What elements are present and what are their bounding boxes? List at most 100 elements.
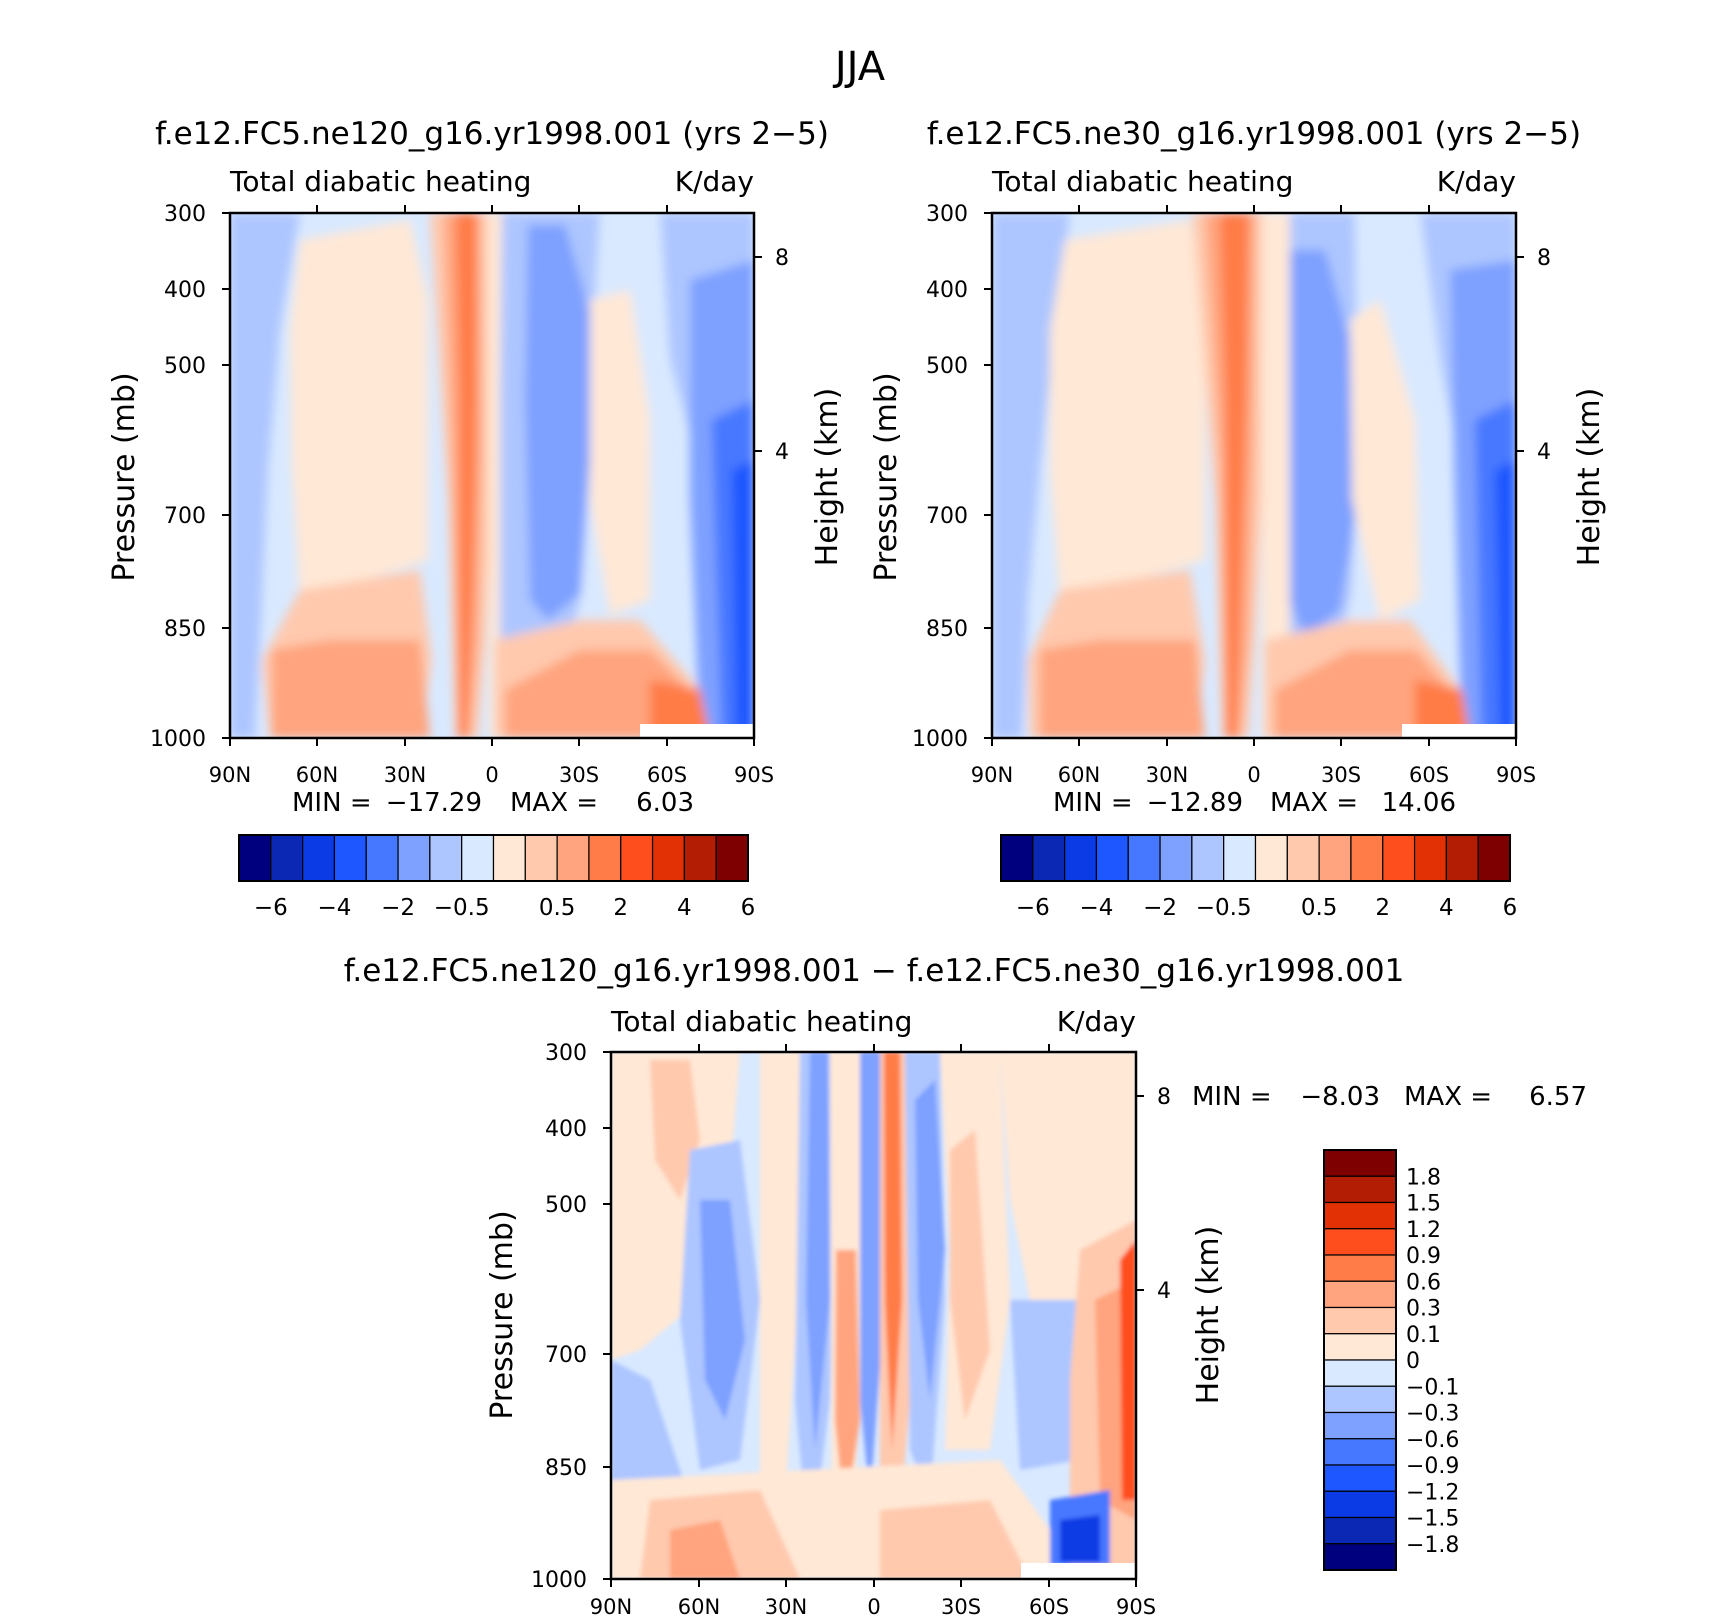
- min-label: MIN =: [1053, 788, 1133, 818]
- colorbar-frame: [238, 834, 749, 882]
- min-value: −8.03: [1300, 1082, 1380, 1112]
- colorbar-frame: [1323, 1149, 1397, 1571]
- panel-subtitle-left: Total diabatic heating: [991, 165, 1293, 198]
- y-tick-label: 700: [926, 504, 968, 529]
- colorbar: 1.81.51.20.90.60.30.10−0.1−0.3−0.6−0.9−1…: [1323, 1149, 1459, 1571]
- colorbar-box: [1000, 834, 1034, 882]
- y-right-tick-label: 4: [1157, 1279, 1171, 1304]
- x-tick-label: 60N: [1058, 763, 1100, 787]
- y-tick-label: 500: [164, 354, 206, 379]
- colorbar-tick-label: −0.1: [1406, 1375, 1459, 1400]
- x-tick-label: 60N: [296, 763, 338, 787]
- x-tick-label: 60N: [678, 1595, 720, 1616]
- min-max-stats: MIN = −12.89 MAX = 14.06: [1053, 788, 1456, 818]
- colorbar-tick-label: 0: [1406, 1349, 1420, 1374]
- colorbar-box: [1323, 1464, 1397, 1492]
- colorbar-tick-label: −0.9: [1406, 1454, 1459, 1479]
- x-axis: 90N 60N 30N 0 30S 60S 90S: [971, 205, 1536, 787]
- colorbar-tick-label: 0.9: [1406, 1244, 1441, 1269]
- y-axis-right: 8 4 Height (km): [1516, 246, 1607, 566]
- colorbar-box: [1127, 834, 1161, 882]
- colorbar-tick-label: −0.6: [1406, 1428, 1459, 1453]
- colorbar-tick-label: 0.3: [1406, 1297, 1441, 1322]
- x-tick-label: 90S: [734, 763, 774, 787]
- colorbar-box: [1382, 834, 1416, 882]
- y-tick-label: 300: [926, 202, 968, 227]
- max-value: 6.57: [1529, 1082, 1587, 1112]
- colorbar-box: [1254, 834, 1288, 882]
- colorbar-box: [1323, 1543, 1397, 1571]
- x-tick-label: 60S: [1409, 763, 1449, 787]
- panel-subtitle-left: Total diabatic heating: [610, 1005, 912, 1038]
- y-right-tick-label: 8: [1157, 1085, 1171, 1110]
- colorbar-tick-label: 6: [741, 895, 756, 921]
- colorbar-box: [1323, 1201, 1397, 1230]
- colorbar-tick-label: 2: [1375, 895, 1390, 921]
- colorbar-tick-label: 1.5: [1406, 1192, 1441, 1217]
- colorbar-box: [1032, 834, 1066, 882]
- colorbar-tick-label: −2: [1143, 895, 1177, 921]
- colorbar-box: [365, 834, 399, 882]
- x-tick-label: 0: [485, 763, 498, 787]
- colorbar-frame: [1000, 834, 1511, 882]
- colorbar-box: [620, 834, 654, 882]
- y-tick-label: 400: [164, 278, 206, 303]
- colorbar-box: [651, 834, 685, 882]
- colorbar-box: [1413, 834, 1447, 882]
- panel-subtitle-right: K/day: [1437, 165, 1516, 198]
- min-max-stats: MIN = −8.03 MAX = 6.57: [1192, 1082, 1587, 1112]
- figure-title: JJA: [832, 44, 886, 90]
- x-tick-label: 60S: [1029, 1595, 1069, 1616]
- colorbar-box: [1445, 834, 1479, 882]
- colorbar-box: [270, 834, 304, 882]
- x-tick-label: 30S: [1321, 763, 1361, 787]
- y-tick-label: 400: [926, 278, 968, 303]
- x-tick-label: 0: [867, 1595, 880, 1616]
- x-tick-label: 30N: [765, 1595, 807, 1616]
- y-tick-label: 850: [164, 617, 206, 642]
- colorbar-box: [461, 834, 495, 882]
- colorbar-box: [1323, 1228, 1397, 1256]
- x-tick-label: 90N: [971, 763, 1013, 787]
- panel-title: f.e12.FC5.ne120_g16.yr1998.001 (yrs 2−5): [155, 116, 829, 152]
- y-axis-label: Pressure (mb): [485, 1210, 520, 1419]
- colorbar-tick-label: 0.1: [1406, 1323, 1441, 1348]
- colorbar-box: [492, 834, 526, 882]
- panel-ne120: f.e12.FC5.ne120_g16.yr1998.001 (yrs 2−5)…: [107, 116, 845, 921]
- colorbar-box: [1323, 1254, 1397, 1282]
- min-max-stats: MIN = −17.29 MAX = 6.03: [292, 788, 694, 818]
- y-tick-label: 300: [545, 1041, 587, 1066]
- colorbar-tick-label: 1.2: [1406, 1218, 1441, 1243]
- colorbar-box: [524, 834, 558, 882]
- y-tick-label: 1000: [531, 1568, 587, 1593]
- colorbar-tick-label: 0.5: [539, 895, 576, 921]
- colorbar-tick-label: −0.5: [1196, 895, 1252, 921]
- colorbar-tick-label: −0.3: [1406, 1402, 1459, 1427]
- colorbar-box: [1323, 1490, 1397, 1519]
- colorbar-tick-label: 2: [613, 895, 628, 921]
- panel-subtitle-right: K/day: [1057, 1005, 1136, 1038]
- x-axis: 90N 60N 30N 0 30S 60S 90S: [209, 205, 774, 787]
- y-tick-label: 300: [164, 202, 206, 227]
- colorbar-box: [1286, 834, 1320, 882]
- min-label: MIN =: [1192, 1082, 1272, 1112]
- colorbar-box: [1323, 1175, 1397, 1204]
- y-tick-label: 500: [545, 1193, 587, 1218]
- x-tick-label: 30N: [1146, 763, 1188, 787]
- colorbar-box: [1323, 1411, 1397, 1440]
- x-tick-label: 30S: [559, 763, 599, 787]
- y-right-axis-label: Height (km): [810, 388, 845, 567]
- x-axis: 90N 60N 30N 0 30S 60S 90S: [590, 1044, 1156, 1616]
- contour-field: [992, 213, 1516, 738]
- colorbar-box: [1323, 1280, 1397, 1309]
- colorbar-tick-label: −6: [254, 895, 288, 921]
- colorbar-tick-label: 4: [677, 895, 692, 921]
- x-tick-label: 60S: [647, 763, 687, 787]
- min-value: −12.89: [1147, 788, 1243, 818]
- y-right-tick-label: 8: [775, 246, 789, 271]
- x-tick-label: 90N: [590, 1595, 632, 1616]
- colorbar-box: [1191, 834, 1225, 882]
- colorbar-box: [683, 834, 717, 882]
- max-value: 14.06: [1382, 788, 1456, 818]
